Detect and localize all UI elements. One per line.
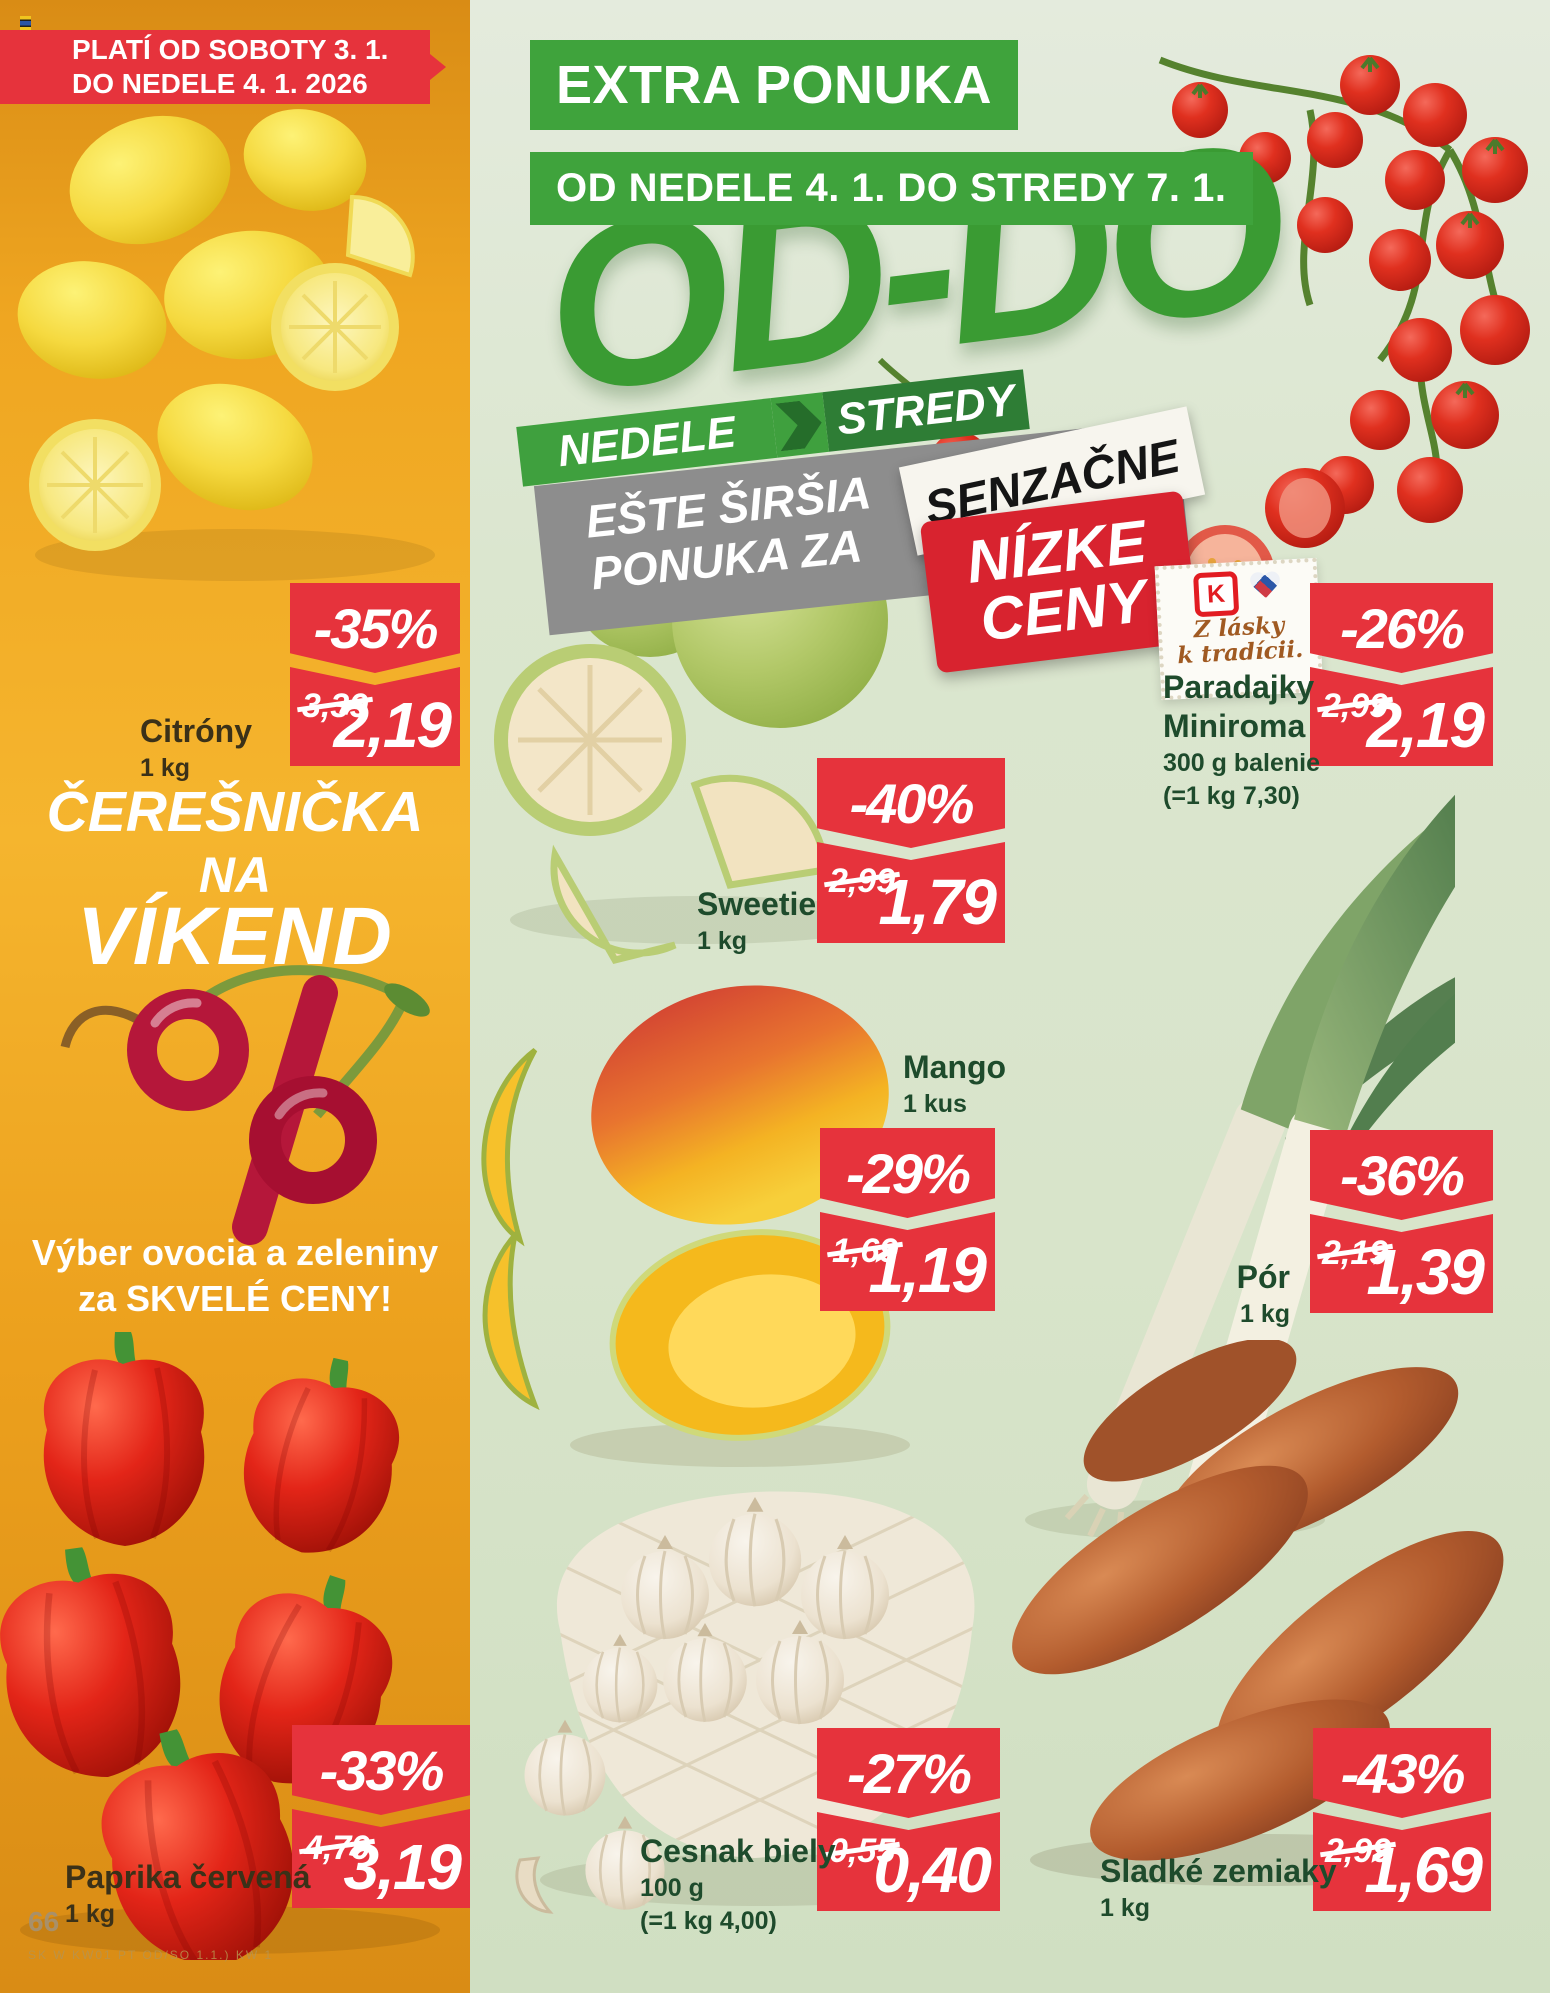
old-price: 3,39 [302, 687, 369, 725]
page-number: 66 [28, 1906, 60, 1937]
new-price: 1,69 [1364, 1834, 1483, 1906]
price-badge-cesnak: -27% 0,55 0,40 [817, 1728, 1000, 1911]
product-name: Paprika červená [65, 1859, 311, 1895]
new-price: 1,19 [868, 1234, 987, 1306]
extra-offer-title: EXTRA PONUKA [530, 40, 1019, 130]
old-price: 1,69 [832, 1232, 899, 1270]
discount-badge: -26% [1310, 583, 1493, 673]
left-subheading-line2: za SKVELÉ CENY! [77, 1278, 393, 1320]
new-price: 0,40 [873, 1834, 992, 1906]
product-name: Pór [1236, 1259, 1290, 1295]
new-price: 1,79 [878, 866, 997, 938]
stripe-flag-icon [20, 16, 31, 31]
new-price: 3,19 [343, 1831, 462, 1903]
old-price: 2,99 [1322, 687, 1389, 725]
left-subheading-line1: Výber ovocia a zeleniny [31, 1232, 439, 1273]
validity-line1: PLATÍ OD SOBOTY 3. 1. [72, 33, 389, 65]
extra-offer-subtitle: OD NEDELE 4. 1. DO STREDY 7. 1. [530, 152, 1253, 225]
discount-badge: -29% [820, 1128, 995, 1218]
slovak-flag-heart-icon [1249, 572, 1280, 601]
new-price: 2,19 [333, 689, 452, 761]
price-badge-sweetie: -40% 2,99 1,79 [817, 758, 1005, 943]
product-name: Sweetie [697, 886, 817, 922]
price-badge-paradajky: -26% 2,99 2,19 [1310, 583, 1493, 766]
product-name: Paradajky [1163, 669, 1315, 705]
product-label-sweetie: Sweetie 1 kg [697, 885, 816, 957]
product-qty: 1 kg [1239, 1300, 1290, 1329]
stamp-script-line2: k tradícii. [1176, 635, 1304, 670]
product-qty: 1 kg [65, 1900, 116, 1929]
discount-badge: -35% [290, 583, 460, 673]
cherry-tomatoes-image [1158, 55, 1530, 625]
old-price: 0,55 [829, 1832, 896, 1870]
old-price: 4,79 [304, 1829, 371, 1867]
product-label-citrony: Citróny 1 kg [140, 712, 252, 784]
price-badge-zemiaky: -43% 2,99 1,69 [1313, 1728, 1491, 1911]
product-qty: 300 g balenie [1163, 749, 1321, 778]
product-qty: 1 kg [1100, 1894, 1151, 1923]
product-qty: 1 kus [903, 1090, 967, 1119]
mango-image [481, 985, 910, 1467]
product-name: Cesnak biely [640, 1833, 836, 1869]
product-label-por: Pór 1 kg [1130, 1258, 1290, 1330]
old-price: 2,19 [1322, 1234, 1389, 1272]
product-qty: 100 g [640, 1874, 704, 1903]
lemons-image [17, 109, 435, 581]
product-label-zemiaky: Sladké zemiaky 1 kg [1100, 1852, 1337, 1924]
new-price: 2,19 [1366, 689, 1485, 761]
product-label-paprika: Paprika červená 1 kg [65, 1858, 311, 1930]
product-unit-price: (=1 kg 7,30) [1163, 781, 1300, 810]
product-name: Sladké zemiaky [1100, 1853, 1337, 1889]
kaufland-k-logo-icon: K [1193, 571, 1240, 618]
discount-badge: -43% [1313, 1728, 1491, 1818]
product-name: Mango [903, 1049, 1007, 1085]
price-badge-por: -36% 2,19 1,39 [1310, 1130, 1493, 1313]
red-peppers-image [0, 1300, 440, 1960]
validity-line2: DO NEDELE 4. 1. 2026 [72, 68, 368, 99]
old-price: 2,99 [829, 862, 896, 900]
product-label-mango: Mango 1 kus [903, 1048, 1006, 1120]
fine-print: SK W KW01 PT OD/SO 1.1.) KW 1 [28, 1948, 274, 1962]
discount-badge: -33% [292, 1725, 470, 1815]
product-name: Citróny [140, 713, 252, 749]
price-badge-paprika: -33% 4,79 3,19 [292, 1725, 470, 1908]
weekend-promo-line3: VÍKEND [77, 891, 393, 982]
product-qty: 1 kg [697, 927, 748, 956]
price-badge-mango: -29% 1,69 1,19 [820, 1128, 995, 1311]
discount-badge: -27% [817, 1728, 1000, 1818]
price-badge-citrony: -35% 3,39 2,19 [290, 583, 460, 766]
new-price: 1,39 [1366, 1236, 1485, 1308]
product-unit-price: (=1 kg 4,00) [640, 1906, 777, 1935]
product-name-line2: Miniroma [1163, 708, 1306, 745]
product-qty: 1 kg [140, 754, 191, 783]
discount-badge: -40% [817, 758, 1005, 848]
left-subheading: Výber ovocia a zeleniny za SKVELÉ CENY! [0, 1230, 470, 1322]
nizke-line2: CENY [976, 566, 1151, 654]
product-label-cesnak: Cesnak biely 100 g (=1 kg 4,00) [640, 1832, 836, 1936]
cherry-percent-image [60, 965, 430, 1245]
validity-banner: PLATÍ OD SOBOTY 3. 1. DO NEDELE 4. 1. 20… [0, 30, 446, 104]
old-price: 2,99 [1325, 1832, 1392, 1870]
product-label-paradajky: Paradajky Miniroma 300 g balenie (=1 kg … [1163, 668, 1320, 811]
arrow-right-icon [770, 392, 830, 458]
discount-badge: -36% [1310, 1130, 1493, 1220]
weekend-promo-line1: ČEREŠNIČKA [46, 780, 424, 844]
weekend-promo-line2: NA [198, 847, 272, 903]
